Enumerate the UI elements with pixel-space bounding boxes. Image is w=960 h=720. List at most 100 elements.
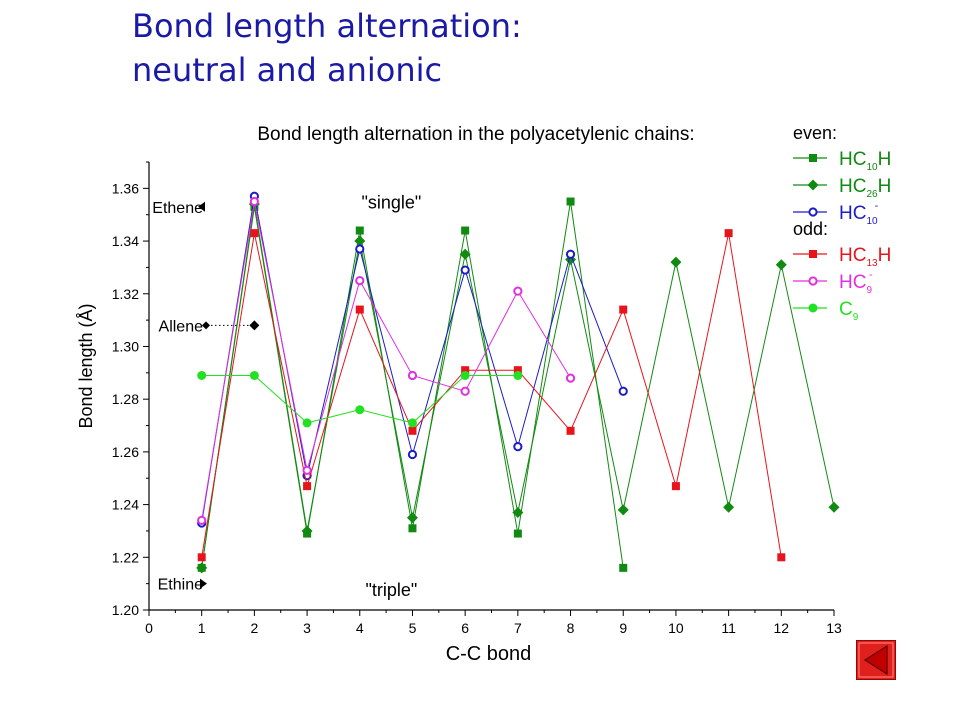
data-point xyxy=(407,418,417,428)
data-point xyxy=(566,197,575,206)
x-axis-label: C-C bond xyxy=(446,643,532,665)
data-point xyxy=(460,370,470,380)
y-tick-label: 1.36 xyxy=(112,180,139,196)
x-tick-label: 6 xyxy=(461,620,469,636)
y-tick-label: 1.26 xyxy=(112,444,139,460)
data-point xyxy=(355,275,365,286)
data-point xyxy=(565,249,576,259)
reference-markers: Ethene Allene Ethine xyxy=(152,200,260,594)
data-point xyxy=(513,370,523,380)
data-point xyxy=(302,418,312,428)
data-point xyxy=(777,553,786,562)
data-point xyxy=(619,305,628,314)
x-tick-label: 11 xyxy=(721,620,736,636)
legend-label: HC13H xyxy=(839,245,891,269)
data-point xyxy=(406,512,418,524)
ref-marker-allene-end xyxy=(249,320,260,331)
x-tick-label: 7 xyxy=(514,620,522,636)
chart-title: Bond length alternation in the polyacety… xyxy=(257,124,694,145)
data-point xyxy=(355,405,365,415)
x-tick-label: 0 xyxy=(145,620,153,636)
legend-marker xyxy=(809,154,817,162)
series-4 xyxy=(197,196,576,526)
y-tick-label: 1.32 xyxy=(112,286,139,302)
slide-title-line1: Bond length alternation: xyxy=(132,7,522,45)
data-point xyxy=(461,366,470,375)
legend-label: HC26H xyxy=(839,176,891,200)
data-point xyxy=(513,286,523,296)
legend-marker xyxy=(808,276,818,286)
data-point xyxy=(355,244,365,254)
data-point xyxy=(724,229,733,238)
data-point xyxy=(512,506,524,518)
slide-title-line2: neutral and anionic xyxy=(132,51,443,89)
chart-text: C-C bond Bond length (Å) Bond length alter… xyxy=(76,124,695,665)
x-tick-label: 12 xyxy=(774,620,790,636)
data-point xyxy=(355,305,364,314)
ref-label-ethine: Ethine xyxy=(158,577,203,594)
series-1 xyxy=(196,198,840,574)
data-point xyxy=(303,482,312,491)
legend-entry-3: HC13H xyxy=(793,245,891,269)
legend-marker xyxy=(809,250,817,258)
legend-entry-2: HC10- xyxy=(793,200,879,227)
data-point xyxy=(249,370,259,380)
ref-marker-allene xyxy=(202,321,210,330)
legend-marker xyxy=(807,179,819,191)
data-point xyxy=(354,235,366,247)
data-point xyxy=(408,426,417,435)
data-point xyxy=(828,501,840,513)
y-tick-label: 1.24 xyxy=(112,497,139,513)
data-point xyxy=(197,515,207,526)
series-line xyxy=(201,201,571,521)
y-tick-label: 1.30 xyxy=(112,338,139,354)
x-tick-label: 8 xyxy=(567,620,575,636)
data-point xyxy=(197,370,207,380)
data-point xyxy=(407,370,418,381)
data-point xyxy=(461,226,470,235)
data-point xyxy=(670,256,682,268)
data-point xyxy=(619,563,628,572)
data-point xyxy=(513,529,522,538)
data-point xyxy=(513,442,523,452)
series-5 xyxy=(197,370,523,428)
x-tick-label: 4 xyxy=(356,620,364,636)
slide-title: Bond length alternation: neutral and ani… xyxy=(132,4,522,92)
series-line xyxy=(201,375,518,424)
data-point xyxy=(250,229,259,238)
data-point xyxy=(301,525,313,537)
chart-series xyxy=(196,191,840,574)
legend-marker xyxy=(808,207,818,217)
data-point xyxy=(671,482,680,491)
data-point xyxy=(565,373,576,383)
y-tick-label: 1.22 xyxy=(112,549,139,565)
x-tick-label: 2 xyxy=(250,620,258,636)
x-tick-label: 1 xyxy=(198,620,206,636)
data-point xyxy=(460,386,470,396)
data-point xyxy=(460,265,470,275)
data-point xyxy=(775,259,787,271)
legend-entry-0: HC10H xyxy=(793,149,891,173)
data-point xyxy=(617,504,629,516)
data-point xyxy=(355,226,364,235)
data-point xyxy=(302,465,312,475)
legend-label: HC9- xyxy=(839,269,873,296)
y-tick-label: 1.34 xyxy=(112,233,139,249)
ref-marker-ethine xyxy=(200,578,207,589)
x-tick-label: 13 xyxy=(826,620,842,636)
data-point xyxy=(566,426,575,435)
ref-label-allene: Allene xyxy=(159,318,204,335)
data-point xyxy=(407,449,418,460)
x-tick-label: 9 xyxy=(619,620,627,636)
legend-group-label: odd: xyxy=(793,219,828,239)
data-point xyxy=(459,248,471,260)
x-tick-label: 3 xyxy=(303,620,311,636)
x-tick-label: 5 xyxy=(409,620,417,636)
back-arrow-button[interactable] xyxy=(856,640,896,680)
annotation-triple: "triple" xyxy=(365,580,417,600)
data-point xyxy=(408,524,417,533)
series-line xyxy=(201,233,782,558)
legend-label: C9 xyxy=(839,299,859,323)
data-point xyxy=(197,553,206,562)
